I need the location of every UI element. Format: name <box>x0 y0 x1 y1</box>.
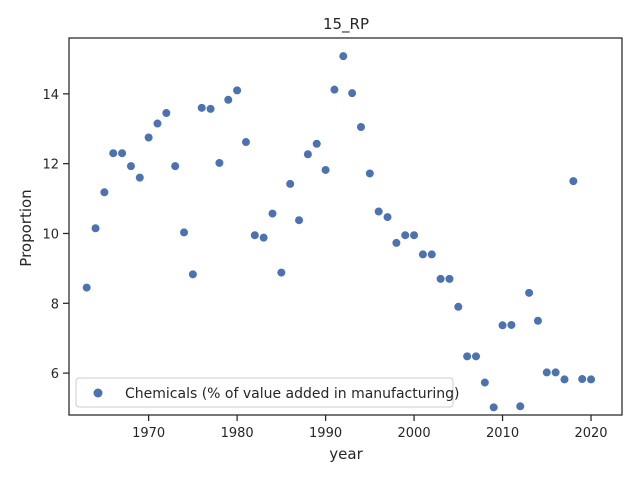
data-points <box>82 52 596 412</box>
data-point <box>374 207 383 216</box>
data-point <box>480 378 489 387</box>
data-point <box>463 352 472 361</box>
data-point <box>489 403 498 412</box>
data-point <box>109 149 118 158</box>
data-point <box>498 321 507 330</box>
y-axis-label: Proportion <box>17 189 35 266</box>
legend-box <box>75 377 454 408</box>
data-point <box>286 179 295 188</box>
data-point <box>206 104 215 113</box>
y-tick-label: 12 <box>42 158 59 173</box>
y-tick-label: 14 <box>42 88 59 103</box>
data-point <box>197 103 206 112</box>
data-point <box>233 86 242 95</box>
data-point <box>401 231 410 240</box>
data-point <box>250 231 259 240</box>
data-point <box>587 375 596 384</box>
data-point <box>224 95 233 104</box>
chart-title: 15_RP <box>323 15 369 34</box>
data-point <box>277 268 286 277</box>
data-point <box>100 188 109 197</box>
data-point <box>436 274 445 283</box>
data-point <box>171 162 180 171</box>
data-point <box>560 375 569 384</box>
data-point <box>569 177 578 186</box>
data-point <box>445 274 454 283</box>
data-point <box>215 158 224 167</box>
data-point <box>144 133 153 142</box>
data-point <box>259 233 268 242</box>
data-point <box>418 250 427 259</box>
data-point <box>295 216 304 225</box>
x-axis-label: year <box>329 445 363 463</box>
data-point <box>533 316 542 325</box>
data-point <box>118 149 127 158</box>
data-point <box>188 270 197 279</box>
legend: Chemicals (% of value added in manufactu… <box>75 377 459 408</box>
data-point <box>578 375 587 384</box>
axis-ticks: 1970 1980 1990 2000 2010 2020 6 8 10 12 14 <box>42 88 607 441</box>
y-tick-label: 10 <box>42 227 59 242</box>
data-point <box>365 169 374 178</box>
data-point <box>162 109 171 118</box>
y-tick-label: 8 <box>51 297 59 312</box>
y-tick-label: 6 <box>51 367 59 382</box>
x-tick-label: 1970 <box>132 426 165 441</box>
legend-marker <box>93 388 103 398</box>
data-point <box>356 123 365 132</box>
data-point <box>427 250 436 259</box>
data-point <box>91 224 100 233</box>
data-point <box>383 213 392 222</box>
data-point <box>135 173 144 182</box>
data-point <box>303 150 312 159</box>
data-point <box>241 138 250 147</box>
data-point <box>153 119 162 128</box>
data-point <box>454 302 463 311</box>
data-point <box>507 320 516 329</box>
data-point <box>525 288 534 297</box>
data-point <box>312 139 321 148</box>
x-tick-label: 2020 <box>574 426 607 441</box>
x-tick-label: 2010 <box>486 426 519 441</box>
data-point <box>330 85 339 94</box>
x-tick-label: 1980 <box>221 426 254 441</box>
data-point <box>542 368 551 377</box>
data-point <box>472 352 481 361</box>
data-point <box>82 283 91 292</box>
data-point <box>551 368 560 377</box>
data-point <box>180 228 189 237</box>
plot-border <box>68 37 623 416</box>
x-tick-label: 1990 <box>309 426 342 441</box>
legend-label: Chemicals (% of value added in manufactu… <box>125 386 459 402</box>
data-point <box>348 89 357 98</box>
x-tick-label: 2000 <box>398 426 431 441</box>
data-point <box>516 402 525 411</box>
data-point <box>339 52 348 61</box>
data-point <box>392 238 401 247</box>
data-point <box>321 165 330 174</box>
data-point <box>410 231 419 240</box>
plot-frame <box>68 37 623 416</box>
data-point <box>268 209 277 218</box>
data-point <box>126 162 135 171</box>
